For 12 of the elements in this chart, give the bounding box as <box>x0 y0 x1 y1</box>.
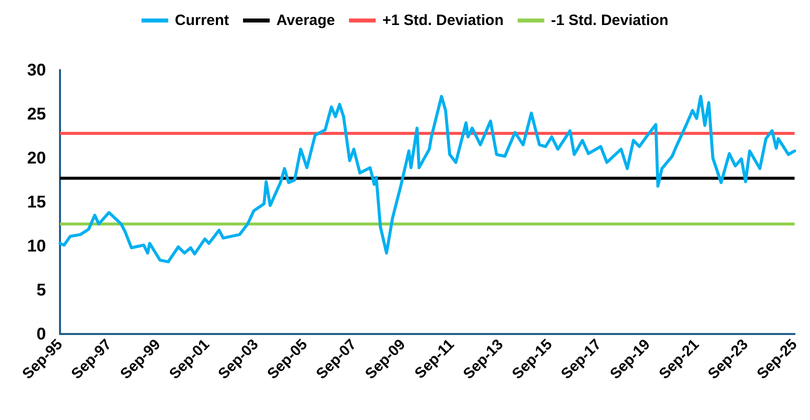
y-tick-label: 25 <box>27 104 46 124</box>
y-tick-label: 30 <box>27 60 46 80</box>
legend-label: -1 Std. Deviation <box>550 12 668 29</box>
y-tick-label: 10 <box>27 236 46 256</box>
y-tick-label: 20 <box>27 148 46 168</box>
legend-label: +1 Std. Deviation <box>382 12 504 29</box>
y-tick-label: 0 <box>36 324 46 344</box>
line-series <box>58 94 796 264</box>
legend-label: Average <box>276 12 336 29</box>
y-tick-label: 15 <box>27 192 46 212</box>
legend-label: Current <box>174 12 230 29</box>
y-tick-label: 5 <box>36 280 46 300</box>
